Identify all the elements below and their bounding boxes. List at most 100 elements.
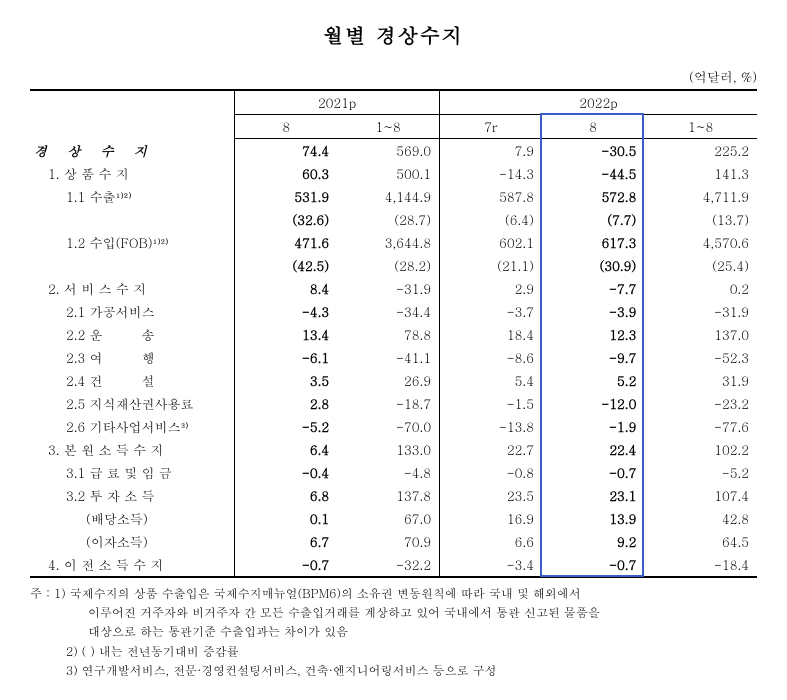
cell: 23.1 <box>542 484 644 507</box>
cell: -8.6 <box>440 346 542 369</box>
footnote-1a: 1) 국제수지의 상품 수출입은 국제수지매뉴얼(BPM6)의 소유권 변동원칙… <box>54 584 581 603</box>
footnote-3: 3) 연구개발서비스, 전문·경영컨설팅서비스, 건축·엔지니어링서비스 등으로… <box>30 661 757 680</box>
header-sub-5: 1~8 <box>644 115 757 139</box>
table-container: 2021p 2022p 8 1~8 7r 8 1~8 경 상 수 지74.456… <box>30 89 757 578</box>
cell: -0.7 <box>235 553 337 577</box>
cell: 70.9 <box>337 530 439 553</box>
cell: (6.4) <box>440 208 542 231</box>
footnote-1c: 대상으로 하는 통관기준 수출입과는 차이가 있음 <box>30 622 757 641</box>
cell: -7.7 <box>542 277 644 300</box>
cell: 2.9 <box>440 277 542 300</box>
row-label: 2. 서 비 스 수 지 <box>30 277 235 300</box>
header-sub-1: 8 <box>235 115 337 139</box>
cell: (25.4) <box>644 254 757 277</box>
table-row: 2.1 가공서비스-4.3-34.4-3.7-3.9-31.9 <box>30 300 757 323</box>
cell: 587.8 <box>440 185 542 208</box>
table-row: 2.3 여 행-6.1-41.1-8.6-9.7-52.3 <box>30 346 757 369</box>
cell: -30.5 <box>542 139 644 163</box>
cell: (21.1) <box>440 254 542 277</box>
cell: 64.5 <box>644 530 757 553</box>
row-label: 3.2 투 자 소 득 <box>30 484 235 507</box>
table-row: 1.2 수입(FOB)¹⁾²⁾471.63,644.8602.1617.34,5… <box>30 231 757 254</box>
cell: (7.7) <box>542 208 644 231</box>
cell: -9.7 <box>542 346 644 369</box>
row-label: 2.4 건 설 <box>30 369 235 392</box>
cell: -18.4 <box>644 553 757 577</box>
cell: 141.3 <box>644 162 757 185</box>
cell: 22.7 <box>440 438 542 461</box>
cell: 18.4 <box>440 323 542 346</box>
cell: 471.6 <box>235 231 337 254</box>
cell: -3.9 <box>542 300 644 323</box>
cell: 0.2 <box>644 277 757 300</box>
cell: 4,711.9 <box>644 185 757 208</box>
page-title: 월별 경상수지 <box>30 20 757 49</box>
cell: 4,144.9 <box>337 185 439 208</box>
cell: (13.7) <box>644 208 757 231</box>
row-label: 경 상 수 지 <box>30 139 235 163</box>
cell: -0.8 <box>440 461 542 484</box>
row-label: 4. 이 전 소 득 수 지 <box>30 553 235 577</box>
cell: -31.9 <box>644 300 757 323</box>
cell: -32.2 <box>337 553 439 577</box>
row-label <box>30 254 235 277</box>
table-row: 1.1 수출¹⁾²⁾531.94,144.9587.8572.84,711.9 <box>30 185 757 208</box>
header-year-2022: 2022p <box>440 90 757 115</box>
table-row: (42.5)(28.2)(21.1)(30.9)(25.4) <box>30 254 757 277</box>
cell: (28.2) <box>337 254 439 277</box>
table-row: 3.2 투 자 소 득6.8137.823.523.1107.4 <box>30 484 757 507</box>
cell: -1.5 <box>440 392 542 415</box>
table-row: 2.2 운 송13.478.818.412.3137.0 <box>30 323 757 346</box>
cell: -18.7 <box>337 392 439 415</box>
table-row: (배당소득)0.167.016.913.942.8 <box>30 507 757 530</box>
header-sub-2: 1~8 <box>337 115 439 139</box>
cell: -3.7 <box>440 300 542 323</box>
table-row: 2.6 기타사업서비스³⁾-5.2-70.0-13.8-1.9-77.6 <box>30 415 757 438</box>
header-sub-3: 7r <box>440 115 542 139</box>
cell: 6.4 <box>235 438 337 461</box>
cell: 569.0 <box>337 139 439 163</box>
row-label: 1. 상 품 수 지 <box>30 162 235 185</box>
cell: -4.8 <box>337 461 439 484</box>
footnote-1b: 이루어진 거주자와 비거주자 간 모든 수출입거래를 계상하고 있어 국내에서 … <box>30 603 757 622</box>
cell: 5.2 <box>542 369 644 392</box>
cell: 602.1 <box>440 231 542 254</box>
cell: 617.3 <box>542 231 644 254</box>
cell: 7.9 <box>440 139 542 163</box>
row-label: 2.5 지식재산권사용료 <box>30 392 235 415</box>
table-row: 2.5 지식재산권사용료2.8-18.7-1.5-12.0-23.2 <box>30 392 757 415</box>
table-row: 1. 상 품 수 지60.3500.1-14.3-44.5141.3 <box>30 162 757 185</box>
cell: 23.5 <box>440 484 542 507</box>
header-year-row: 2021p 2022p <box>30 90 757 115</box>
table-row: 4. 이 전 소 득 수 지-0.7-32.2-3.4-0.7-18.4 <box>30 553 757 577</box>
table-row: (32.6)(28.7)(6.4)(7.7)(13.7) <box>30 208 757 231</box>
row-label: 3. 본 원 소 득 수 지 <box>30 438 235 461</box>
cell: -5.2 <box>644 461 757 484</box>
cell: -3.4 <box>440 553 542 577</box>
row-label: 1.1 수출¹⁾²⁾ <box>30 185 235 208</box>
row-label: 3.1 급 료 및 임 금 <box>30 461 235 484</box>
cell: 572.8 <box>542 185 644 208</box>
cell: 5.4 <box>440 369 542 392</box>
cell: (32.6) <box>235 208 337 231</box>
cell: (28.7) <box>337 208 439 231</box>
cell: -31.9 <box>337 277 439 300</box>
cell: -0.7 <box>542 461 644 484</box>
cell: -52.3 <box>644 346 757 369</box>
cell: 9.2 <box>542 530 644 553</box>
cell: 26.9 <box>337 369 439 392</box>
row-label: 2.3 여 행 <box>30 346 235 369</box>
cell: 8.4 <box>235 277 337 300</box>
cell: 102.2 <box>644 438 757 461</box>
row-label: 2.2 운 송 <box>30 323 235 346</box>
cell: -4.3 <box>235 300 337 323</box>
cell: 3.5 <box>235 369 337 392</box>
cell: -14.3 <box>440 162 542 185</box>
cell: 78.8 <box>337 323 439 346</box>
cell: 4,570.6 <box>644 231 757 254</box>
footnotes: 주 : 1) 국제수지의 상품 수출입은 국제수지매뉴얼(BPM6)의 소유권 … <box>30 584 757 680</box>
cell: (30.9) <box>542 254 644 277</box>
cell: -5.2 <box>235 415 337 438</box>
row-label: 2.6 기타사업서비스³⁾ <box>30 415 235 438</box>
cell: 60.3 <box>235 162 337 185</box>
